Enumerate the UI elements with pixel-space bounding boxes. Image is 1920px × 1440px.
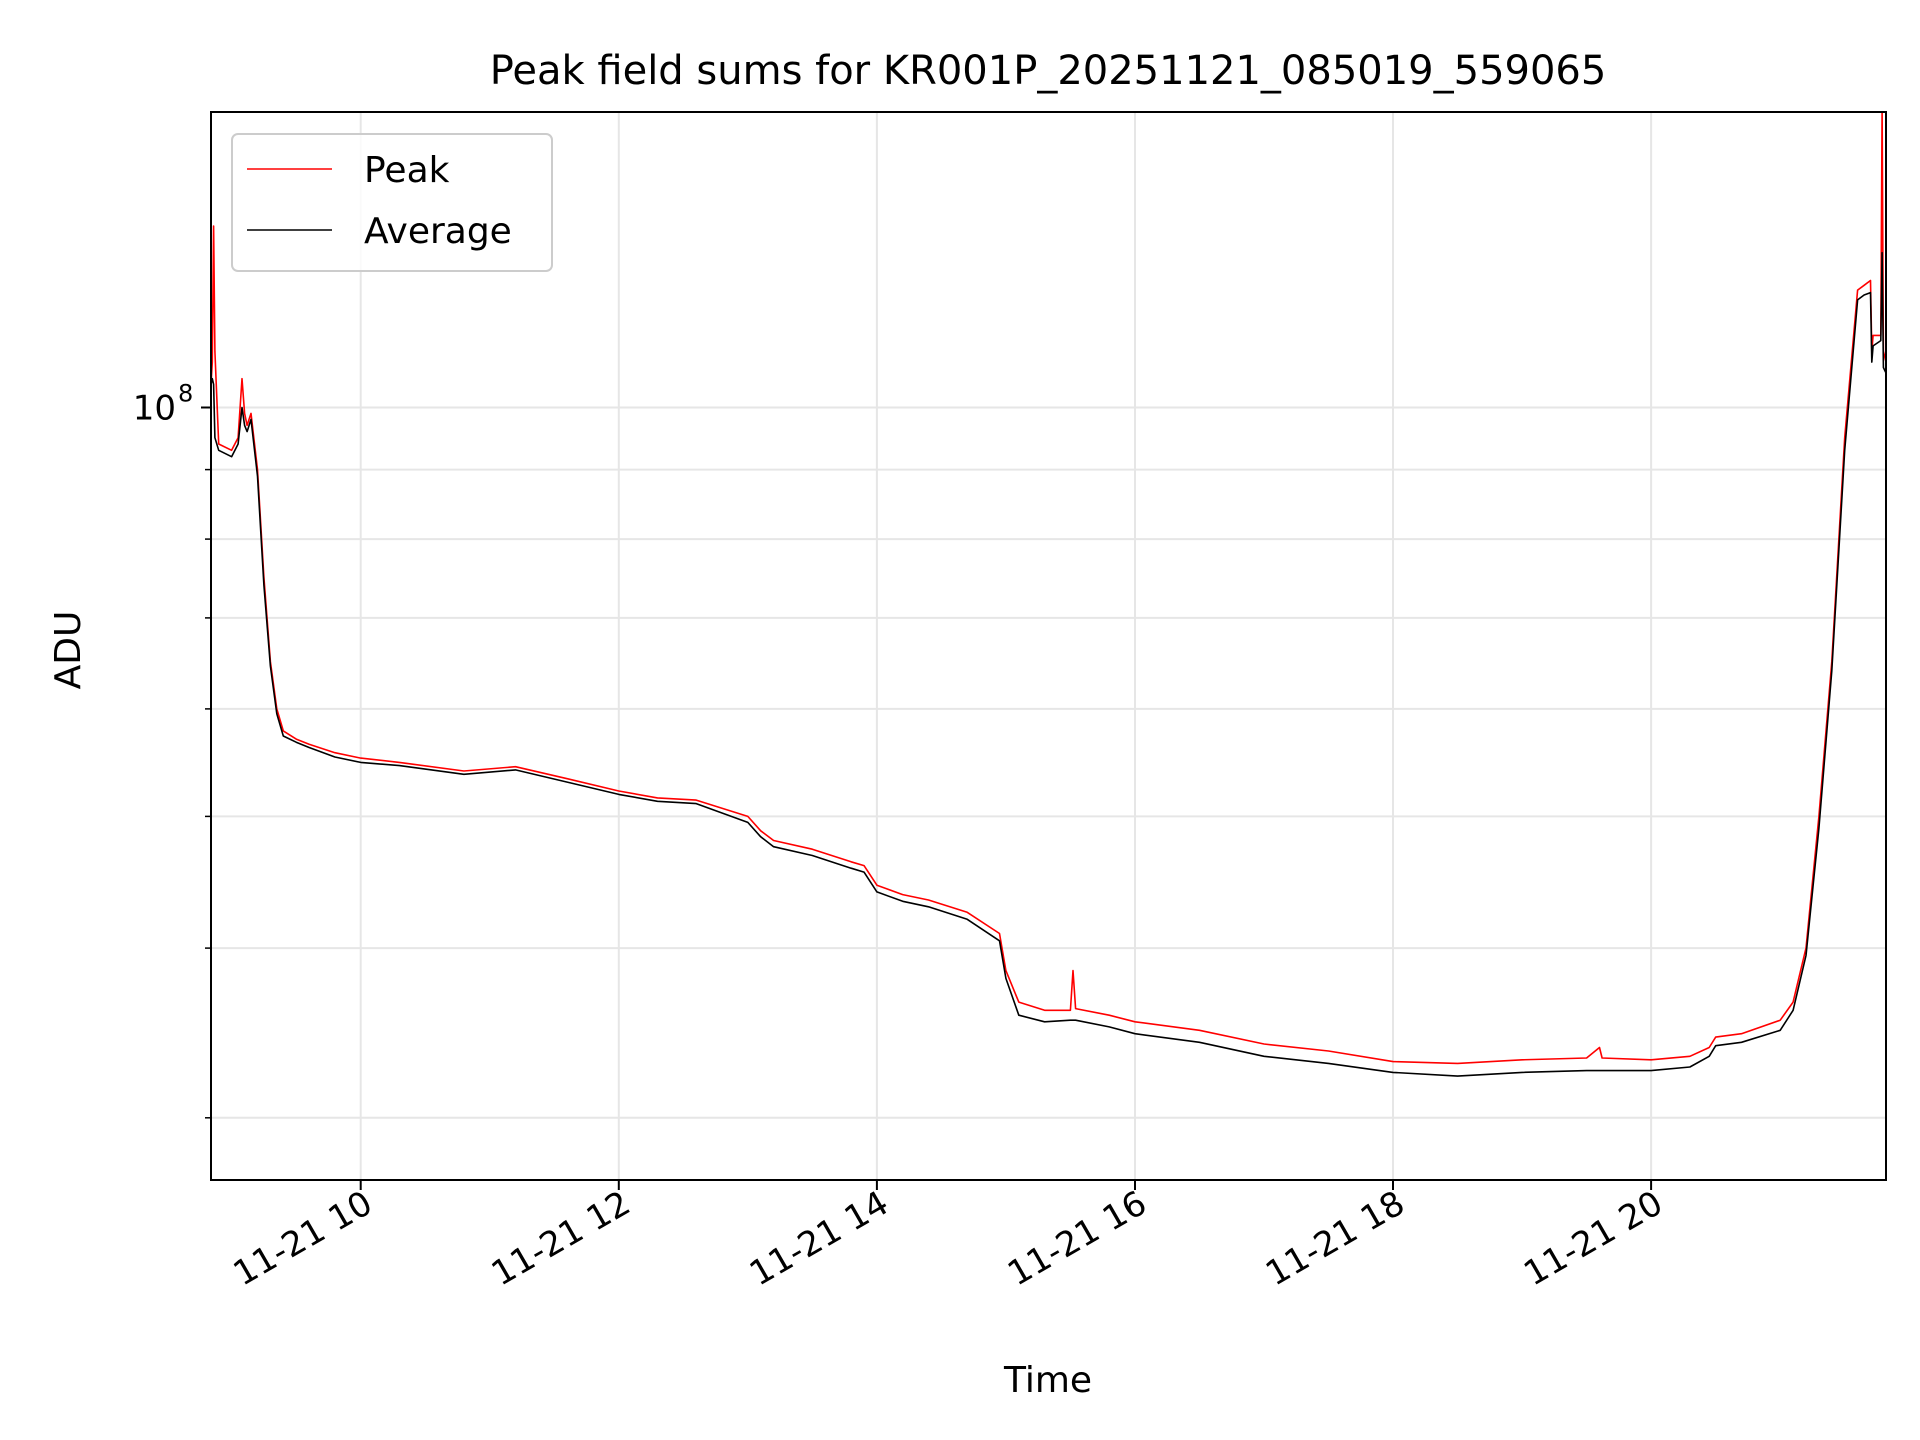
chart-title: Peak field sums for KR001P_20251121_0850…: [490, 48, 1607, 94]
legend: Peak Average: [231, 133, 553, 272]
series-line-average: [211, 251, 1886, 1077]
y-tick-label-base: 10: [133, 389, 176, 429]
y-ticks: [201, 406, 211, 1119]
x-axis-label: Time: [1003, 1360, 1092, 1401]
x-gridlines: [359, 112, 1653, 1180]
plot-frame: [210, 111, 1887, 1181]
series-lines: [211, 112, 1886, 1077]
y-gridlines: [211, 406, 1886, 1119]
legend-label-average: Average: [364, 211, 512, 252]
y-tick-label-1e8: 10 8: [133, 380, 194, 429]
y-axis-label: ADU: [48, 611, 89, 690]
legend-label-peak: Peak: [364, 150, 450, 191]
y-tick-label-exponent: 8: [178, 380, 193, 408]
